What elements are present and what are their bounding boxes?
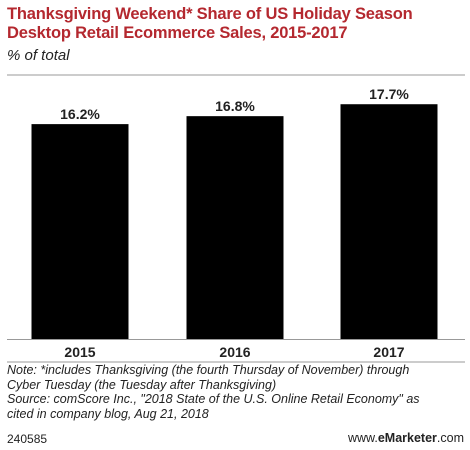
chart-notes: Note: *includes Thanksgiving (the fourth…	[7, 363, 465, 421]
chart-title: Thanksgiving Weekend* Share of US Holida…	[7, 5, 467, 43]
data-label-2017: 17.7%	[369, 86, 409, 102]
data-label-2016: 16.8%	[215, 98, 255, 114]
brand-link[interactable]: www.eMarketer.com	[348, 431, 464, 445]
source-line-2: cited in company blog, Aug 21, 2018	[7, 406, 209, 421]
x-tick-label-2016: 2016	[219, 344, 250, 360]
source-line-1: Source: comScore Inc., "2018 State of th…	[7, 392, 420, 407]
brand-prefix: www.	[347, 431, 378, 445]
note-line-1: Note: *includes Thanksgiving (the fourth…	[7, 363, 410, 377]
chart-subtitle: % of total	[7, 47, 70, 64]
chart-title-line-2: Desktop Retail Ecommerce Sales, 2015-201…	[7, 24, 348, 42]
data-label-2015: 16.2%	[60, 106, 100, 122]
x-tick-label-2015: 2015	[64, 344, 95, 360]
note-line-2: Cyber Tuesday (the Tuesday after Thanksg…	[7, 377, 277, 392]
bar-2016	[186, 116, 284, 340]
bar-2017	[340, 104, 438, 339]
chart-title-line-1: Thanksgiving Weekend* Share of US Holida…	[7, 5, 413, 23]
brand-name: eMarketer	[377, 431, 437, 445]
bar-2015	[31, 124, 129, 339]
x-tick-label-2017: 2017	[373, 344, 404, 360]
chart-id: 240585	[7, 432, 48, 446]
brand-suffix: .com	[436, 431, 464, 445]
